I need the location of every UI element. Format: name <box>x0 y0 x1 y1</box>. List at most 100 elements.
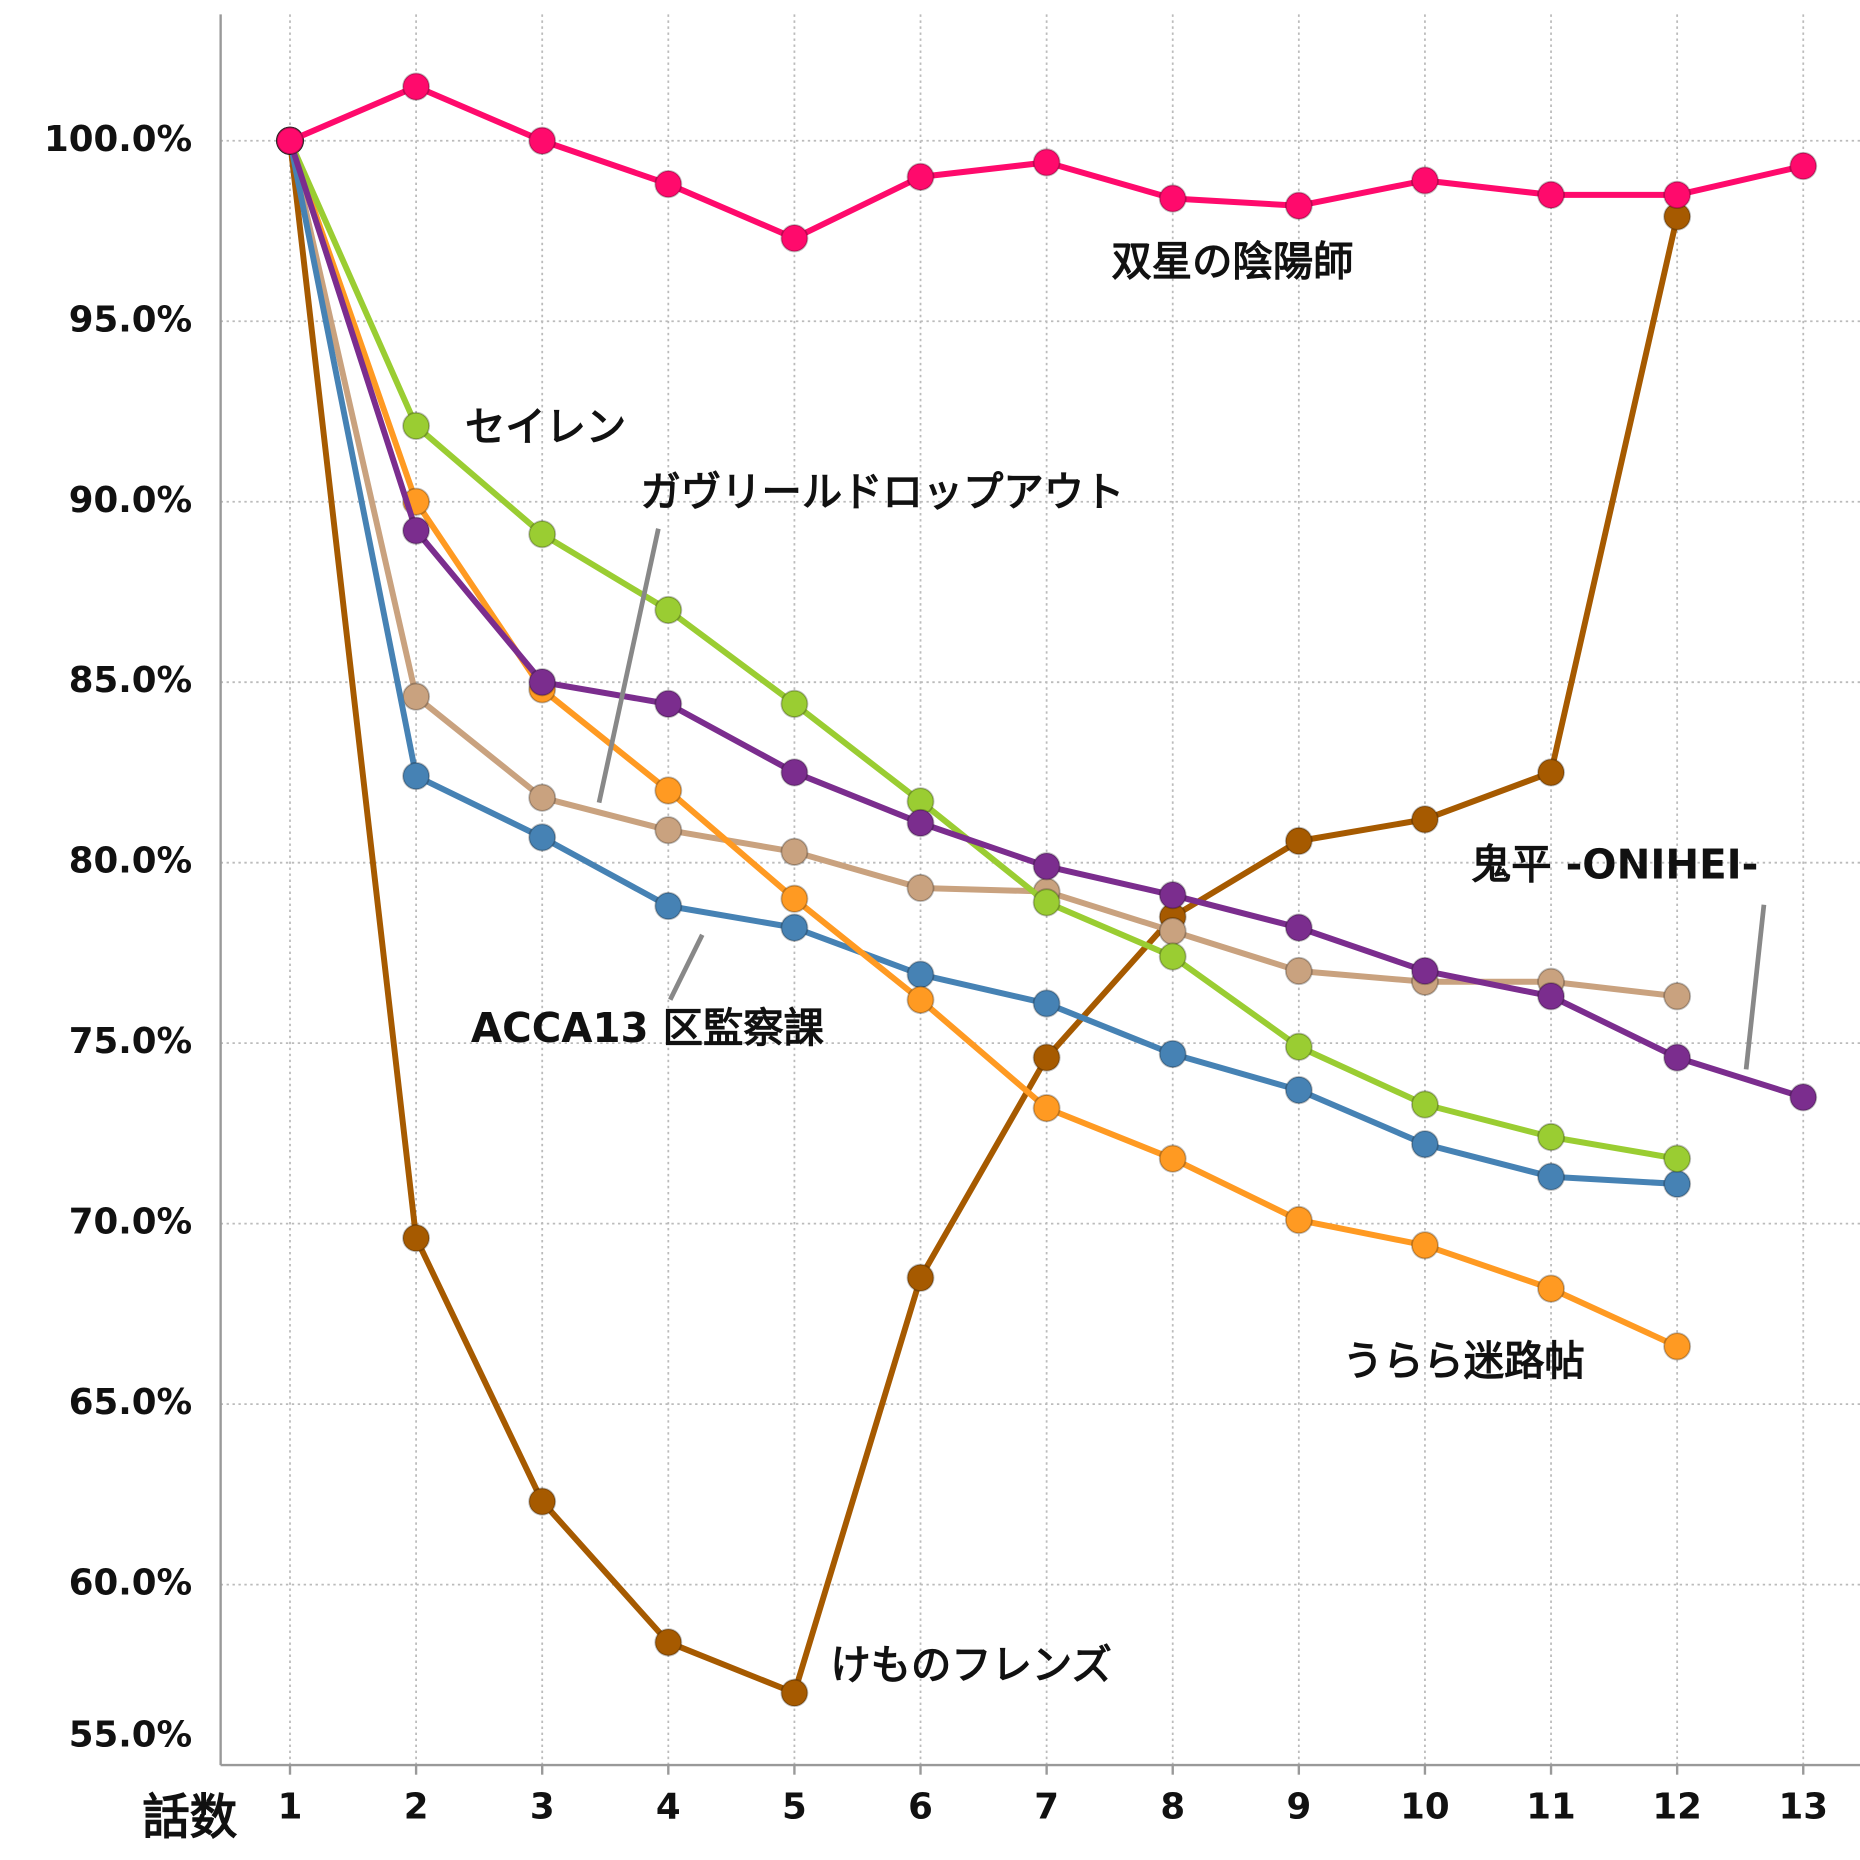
series-line <box>287 140 1678 1000</box>
x-tick-label: 12 <box>1652 1786 1702 1827</box>
series-label: セイレン <box>465 403 626 451</box>
data-point <box>1789 151 1818 181</box>
series-line <box>287 139 1678 1162</box>
y-tick-label: 70.0% <box>69 1201 192 1242</box>
x-tick-label: 8 <box>1160 1786 1185 1827</box>
data-point <box>1032 1043 1061 1072</box>
data-point <box>1158 881 1187 910</box>
data-point <box>402 411 431 441</box>
data-point <box>906 808 935 838</box>
data-point <box>1411 1130 1439 1159</box>
data-point <box>402 682 431 711</box>
y-tick-label: 100.0% <box>44 119 192 160</box>
data-point <box>906 873 935 903</box>
x-tick-label: 7 <box>1034 1786 1059 1827</box>
data-point <box>1032 852 1061 881</box>
data-point <box>654 776 683 805</box>
data-point <box>1663 1043 1692 1072</box>
data-point <box>1663 180 1692 210</box>
data-point <box>1158 917 1187 946</box>
x-tick-label: 3 <box>530 1786 555 1827</box>
data-point <box>1411 956 1439 986</box>
data-point <box>1537 1162 1565 1191</box>
data-point <box>1663 1169 1692 1199</box>
data-point <box>780 1678 809 1708</box>
data-point <box>1284 913 1313 942</box>
data-point <box>1158 184 1187 213</box>
leader-line <box>1743 904 1767 1070</box>
series-line <box>287 140 1678 1187</box>
x-tick-label: 10 <box>1400 1786 1450 1827</box>
data-point <box>528 1487 557 1516</box>
data-point <box>1158 1144 1187 1173</box>
data-point <box>906 960 935 989</box>
data-point <box>654 816 683 845</box>
data-point <box>1032 1094 1061 1123</box>
x-tick-label: 9 <box>1286 1786 1311 1827</box>
data-point <box>1411 166 1439 195</box>
data-point <box>1411 1231 1439 1260</box>
data-point <box>1032 989 1061 1018</box>
data-point <box>906 1263 935 1292</box>
data-point <box>1537 1274 1565 1303</box>
y-tick-label: 85.0% <box>69 660 192 701</box>
data-point <box>528 126 557 155</box>
data-point <box>780 689 809 718</box>
data-point <box>1284 191 1313 220</box>
data-point <box>1032 148 1061 177</box>
data-point <box>654 891 683 921</box>
data-point <box>1411 1090 1439 1119</box>
y-tick-label: 55.0% <box>69 1714 192 1755</box>
data-point <box>402 72 431 101</box>
data-point <box>402 1223 431 1253</box>
data-point <box>402 516 431 545</box>
data-point <box>528 668 557 697</box>
data-point <box>654 595 683 625</box>
data-point <box>276 126 304 155</box>
series-label: けものフレンズ <box>830 1641 1111 1689</box>
data-point <box>780 224 809 253</box>
y-tick-label: 60.0% <box>69 1562 192 1603</box>
data-point <box>1032 888 1061 917</box>
data-point <box>1663 982 1692 1011</box>
leader-line <box>668 933 705 1001</box>
data-point <box>1537 758 1565 787</box>
y-tick-label: 75.0% <box>69 1021 192 1062</box>
data-point <box>1789 1083 1818 1112</box>
data-point <box>528 520 557 549</box>
data-point <box>1158 942 1187 971</box>
series-label: ACCA13 区監察課 <box>471 1004 824 1052</box>
x-tick-label: 4 <box>656 1786 681 1827</box>
x-tick-label: 11 <box>1526 1786 1576 1827</box>
data-point <box>780 913 809 942</box>
data-point <box>402 761 431 791</box>
data-point <box>654 689 683 718</box>
data-point <box>906 162 935 191</box>
data-point <box>654 1628 683 1657</box>
data-point <box>654 169 683 199</box>
y-tick-label: 65.0% <box>69 1382 192 1423</box>
data-point <box>1284 1075 1313 1105</box>
data-point <box>780 884 809 913</box>
data-point <box>528 783 557 812</box>
y-tick-label: 80.0% <box>69 841 192 882</box>
data-point <box>1158 1039 1187 1069</box>
data-point <box>1663 1144 1692 1173</box>
x-tick-label: 1 <box>278 1786 303 1827</box>
series-label: 鬼平 -ONIHEI- <box>1471 840 1758 888</box>
data-point <box>906 985 935 1014</box>
data-point <box>528 823 557 852</box>
data-point <box>1663 1332 1692 1361</box>
data-point <box>1284 826 1313 856</box>
data-point <box>1284 956 1313 986</box>
x-tick-label: 5 <box>782 1786 807 1827</box>
x-tick-label: 2 <box>404 1786 429 1827</box>
data-point <box>1411 805 1439 834</box>
data-point <box>1537 180 1565 210</box>
x-axis-label: 話数 <box>142 1790 237 1845</box>
data-point <box>1284 1032 1313 1061</box>
x-tick-label: 6 <box>908 1786 933 1827</box>
leader-line <box>596 528 661 804</box>
series-label: ガヴリールドロップアウト <box>641 468 1125 516</box>
